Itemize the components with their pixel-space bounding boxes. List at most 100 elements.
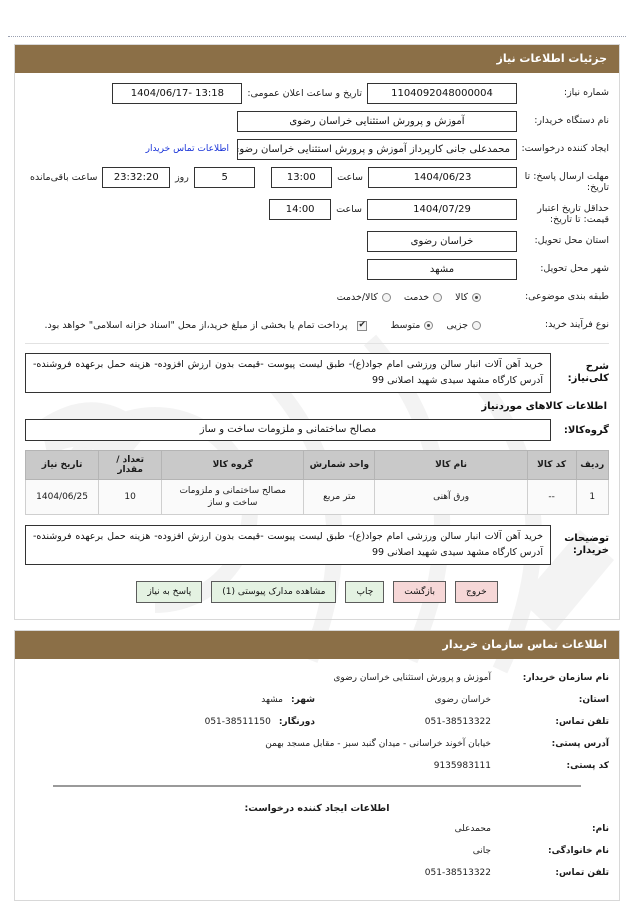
section-divider — [25, 343, 609, 344]
validity-date-value: 1404/07/29 — [367, 199, 517, 220]
radio-process-motevaset[interactable] — [424, 321, 434, 330]
exit-button[interactable]: خروج — [455, 581, 498, 603]
back-button[interactable]: بازگشت — [393, 581, 447, 603]
need-number-label: شماره نیاز: — [563, 87, 609, 98]
cell-item-group: مصالح ساختمانی و ملزومات ساخت و ساز — [161, 479, 305, 515]
row-goods-group: گروه‌کالا: مصالح ساختمانی و ملزومات ساخت… — [25, 419, 609, 441]
buyer-notes-label: توضیحات خریدار: — [564, 533, 609, 556]
creator-phone-label: تلفن تماس: — [555, 868, 609, 878]
contact-phone-value: 051-38513322 — [424, 717, 491, 727]
radio-category-kala-khedmat[interactable] — [381, 293, 391, 302]
cell-unit: متر مربع — [303, 479, 376, 515]
row-price-validity: حداقل تاریخ اعتبار قیمت: تا تاریخ: 1404/… — [25, 199, 609, 225]
table-row: 1 -- ورق آهنی متر مربع مصالح ساختمانی و … — [24, 479, 609, 515]
creator-last-name-value: جانی — [472, 846, 491, 856]
view-attachments-button[interactable]: مشاهده مدارک پیوستی (1) — [211, 581, 337, 603]
row-process-type: نوع فرآیند خرید: جزیی متوسط پرداخت تمام … — [25, 315, 609, 337]
row-contact-phone-fax: تلفن تماس: 051-38513322 دورنگار: 051-385… — [25, 717, 609, 727]
contact-city-label: شهر: — [291, 695, 315, 705]
contact-org-value: آموزش و پرورش استثنایی خراسان رضوی — [333, 673, 491, 683]
page-container: جزئیات اطلاعات نیاز شماره نیاز: 11040920… — [14, 44, 620, 911]
radio-category-khedmat-label: خدمت — [403, 292, 430, 303]
row-contact-org: نام سازمان خریدار: آموزش و پرورش استثنای… — [25, 673, 609, 683]
contact-fax-value: 051-38511150 — [204, 717, 271, 727]
treasury-checkbox[interactable] — [357, 319, 368, 331]
buyer-contact-link[interactable]: اطلاعات تماس خریدار — [145, 144, 229, 154]
contact-postal-label: کد پستی: — [566, 761, 609, 771]
remaining-days-unit: روز — [175, 172, 189, 183]
radio-category-kala[interactable] — [472, 293, 481, 302]
radio-category-khedmat[interactable] — [433, 293, 443, 302]
col-unit: واحد شمارش — [303, 450, 376, 480]
goods-section-title: اطلاعات کالاهای موردنیاز — [481, 401, 607, 412]
process-radio-group[interactable]: جزیی متوسط — [381, 315, 481, 336]
contact-address-label: آدرس پستی: — [551, 739, 609, 749]
goods-table: ردیف کد کالا نام کالا واحد شمارش گروه کا… — [24, 450, 609, 515]
contact-org-label: نام سازمان خریدار: — [522, 673, 609, 683]
radio-category-kala-khedmat-label: کالا/خدمت — [336, 292, 378, 303]
row-buyer-org: نام دستگاه خریدار: آموزش و پرورش استثنای… — [25, 111, 609, 133]
print-button[interactable]: چاپ — [345, 581, 385, 603]
validity-label: حداقل تاریخ اعتبار قیمت: تا تاریخ: — [537, 203, 609, 225]
contact-phone-label: تلفن تماس: — [555, 717, 609, 727]
row-creator-first-name: نام: محمدعلی — [25, 824, 609, 834]
row-deadline: مهلت ارسال پاسخ: تا تاریخ: 1404/06/23 سا… — [25, 167, 609, 193]
category-radio-group[interactable]: کالا خدمت کالا/خدمت — [328, 287, 481, 308]
row-creator-phone: تلفن تماس: 051-38513322 — [25, 868, 609, 878]
cell-item-code: -- — [526, 479, 577, 515]
col-item-name: نام کالا — [374, 450, 528, 480]
remaining-time-value: 23:32:20 — [102, 167, 171, 188]
respond-to-need-button[interactable]: پاسخ به نیاز — [136, 581, 203, 603]
creator-phone-value: 051-38513322 — [424, 868, 491, 878]
buyer-org-value: آموزش و پرورش استثنایی خراسان رضوی — [237, 111, 517, 132]
goods-group-label: گروه‌کالا: — [563, 424, 609, 436]
row-subject-category: طبقه بندی موضوعی: کالا خدمت کالا/خدمت — [25, 287, 609, 309]
contact-postal-value: 9135983111 — [433, 761, 491, 771]
category-label: طبقه بندی موضوعی: — [524, 291, 609, 302]
cell-row-number: 1 — [575, 479, 609, 515]
contact-divider — [53, 785, 581, 787]
announce-value: 13:18 -1404/06/17 — [112, 83, 243, 104]
need-number-value: 1104092048000004 — [367, 83, 517, 104]
deadline-time-value: 13:00 — [270, 167, 333, 188]
validity-time-label: ساعت — [336, 204, 362, 215]
col-item-group: گروه کالا — [161, 450, 305, 480]
goods-table-header-row: ردیف کد کالا نام کالا واحد شمارش گروه کا… — [24, 450, 609, 480]
top-divider — [8, 36, 626, 37]
radio-process-jozii[interactable] — [472, 321, 481, 330]
creator-section-title: اطلاعات ایجاد کننده درخواست: — [244, 803, 390, 814]
description-text: خرید آهن آلات انبار سالن ورزشی امام جواد… — [25, 353, 551, 393]
buyer-org-label: نام دستگاه خریدار: — [534, 115, 609, 126]
action-button-row: پاسخ به نیاز مشاهده مدارک پیوستی (1) چاپ… — [25, 569, 609, 611]
contact-address-value: خیابان آخوند خراسانی - میدان گنبد سبز - … — [265, 739, 491, 749]
row-creator-last-name: نام خانوادگی: جانی — [25, 846, 609, 856]
creator-first-name-value: محمدعلی — [454, 824, 491, 834]
contact-city-value: مشهد — [261, 695, 283, 705]
cell-need-date: 1404/06/25 — [24, 479, 100, 515]
deadline-date-value: 1404/06/23 — [368, 167, 517, 188]
goods-group-value: مصالح ساختمانی و ملزومات ساخت و ساز — [25, 419, 551, 441]
deadline-label: مهلت ارسال پاسخ: تا تاریخ: — [524, 171, 609, 193]
row-delivery-city: شهر محل تحویل: مشهد — [25, 259, 609, 281]
creator-first-name-label: نام: — [592, 824, 609, 834]
validity-time-value: 14:00 — [269, 199, 332, 220]
row-buyer-notes: توضیحات خریدار: خرید آهن آلات انبار سالن… — [25, 525, 609, 565]
creator-label: ایجاد کننده درخواست: — [521, 143, 609, 154]
city-label: شهر محل تحویل: — [540, 263, 609, 274]
row-delivery-province: استان محل تحویل: خراسان رضوی — [25, 231, 609, 253]
remaining-time-label: ساعت باقی‌مانده — [30, 172, 98, 183]
buyer-contact-header: اطلاعات تماس سازمان خریدار — [15, 631, 619, 659]
contact-province-label: استان: — [578, 695, 609, 705]
need-details-card: جزئیات اطلاعات نیاز شماره نیاز: 11040920… — [14, 44, 620, 620]
province-value: خراسان رضوی — [367, 231, 517, 252]
row-creator: ایجاد کننده درخواست: محمدعلی جانی کارپرد… — [25, 139, 609, 161]
contact-fax-label: دورنگار: — [278, 717, 315, 727]
province-label: استان محل تحویل: — [534, 235, 609, 246]
col-need-date: تاریخ نیاز — [24, 450, 100, 480]
deadline-time-label: ساعت — [337, 172, 364, 183]
radio-process-motevaset-label: متوسط — [390, 320, 421, 331]
row-need-description: شرح کلی‌نیاز: خرید آهن آلات انبار سالن و… — [25, 353, 609, 393]
city-value: مشهد — [367, 259, 517, 280]
buyer-notes-text: خرید آهن آلات انبار سالن ورزشی امام جواد… — [25, 525, 551, 565]
buyer-contact-card: اطلاعات تماس سازمان خریدار نام سازمان خر… — [14, 630, 620, 901]
